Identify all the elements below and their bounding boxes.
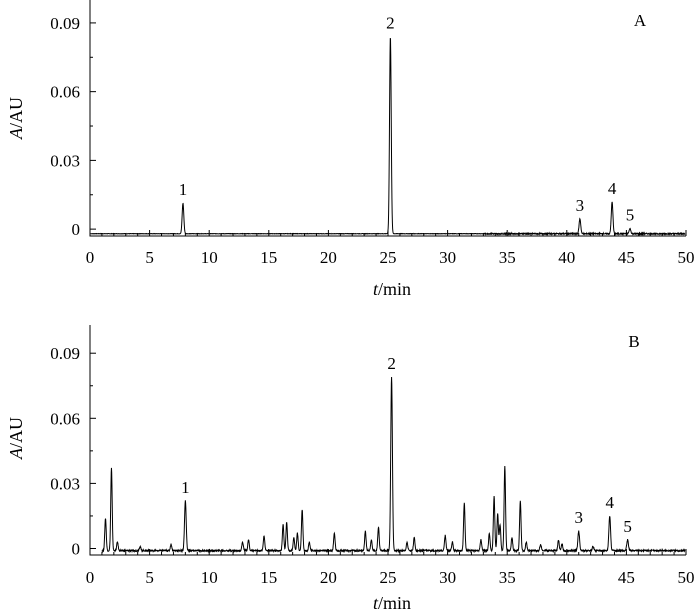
panel-a-peak-label-2: 2 bbox=[386, 14, 395, 33]
panel-a-peak-label-1: 1 bbox=[179, 180, 188, 199]
panel-b-x-tick-label: 25 bbox=[380, 568, 397, 587]
panel-a-x-tick-label: 15 bbox=[260, 248, 277, 267]
panel-a-peak-labels: 1 2 3 45 bbox=[179, 14, 635, 225]
panel-b-x-tick-label: 0 bbox=[86, 568, 95, 587]
panel-b-ticks bbox=[89, 352, 687, 555]
panel-b-x-tick-label: 10 bbox=[201, 568, 218, 587]
panel-b-x-tick-label: 5 bbox=[145, 568, 154, 587]
panel-a-y-tick-labels: 0 0.03 0.06 0.09 bbox=[50, 14, 80, 239]
panel-a-peak-label-5: 5 bbox=[626, 206, 635, 225]
panel-a-y-tick-label: 0 bbox=[72, 220, 81, 239]
panel-a-x-tick-label: 10 bbox=[201, 248, 218, 267]
panel-b-x-tick-label: 45 bbox=[618, 568, 635, 587]
panel-a-axes bbox=[89, 0, 686, 237]
panel-a-x-tick-label: 0 bbox=[86, 248, 95, 267]
panel-a-x-tick-label: 20 bbox=[320, 248, 337, 267]
panel-b-x-tick-label: 20 bbox=[320, 568, 337, 587]
panel-b-peak-label-5: 5 bbox=[623, 517, 632, 536]
panel-b-y-axis-symbol: A bbox=[6, 447, 26, 460]
panel-a: 0 5 10 15 20 25 30 35 40 45 50 00.030.060.09 12345… bbox=[6, 0, 695, 299]
panel-b-y-axis-unit: /AU bbox=[6, 417, 26, 448]
panel-a-x-tick-label: 35 bbox=[499, 248, 516, 267]
panel-b-x-tick-label: 30 bbox=[439, 568, 456, 587]
panel-b-x-tick-label: 35 bbox=[499, 568, 516, 587]
panel-b-y-tick-label: 0.06 bbox=[50, 409, 80, 428]
panel-b-peak-labels: 1 2 3 45 bbox=[181, 354, 632, 536]
panel-a-x-axis-symbol: t bbox=[373, 279, 379, 299]
panel-b-x-tick-labels: 0 5 10 15 20 25 30 35 40 45 50 bbox=[86, 568, 695, 587]
panel-a-x-tick-label: 45 bbox=[618, 248, 635, 267]
panel-b: 0 5 10 15 20 25 30 35 40 45 50 00.030.060.09 12345… bbox=[6, 325, 695, 613]
panel-a-y-tick-label: 0.03 bbox=[50, 151, 80, 170]
panel-a-chromatogram-trace bbox=[90, 38, 686, 237]
panel-b-y-tick-labels: 0 0.03 0.06 0.09 bbox=[50, 344, 80, 558]
panel-a-y-axis-symbol: A bbox=[6, 127, 26, 140]
panel-b-y-tick-label: 0.03 bbox=[50, 474, 80, 493]
panel-a-y-axis-unit: /AU bbox=[6, 97, 26, 128]
panel-b-x-tick-label: 15 bbox=[260, 568, 277, 587]
panel-a-y-tick-label: 0.06 bbox=[50, 83, 80, 102]
panel-a-x-tick-label: 30 bbox=[439, 248, 456, 267]
panel-a-ticks bbox=[89, 22, 687, 236]
panel-a-peak-label-3: 3 bbox=[576, 196, 585, 215]
panel-a-x-tick-label: 40 bbox=[558, 248, 575, 267]
panel-a-y-tick-label: 0.09 bbox=[50, 14, 80, 33]
panel-b-peak-label-3: 3 bbox=[574, 508, 583, 527]
panel-b-peak-label-2: 2 bbox=[387, 354, 396, 373]
panel-b-y-axis-label: A/AU bbox=[6, 417, 26, 460]
panel-b-peak-label-4: 4 bbox=[605, 493, 614, 512]
panel-a-x-tick-label: 25 bbox=[380, 248, 397, 267]
panel-b-letter: B bbox=[628, 332, 639, 351]
panel-a-letter: A bbox=[634, 11, 647, 30]
panel-a-y-axis-label: A/AU bbox=[6, 97, 26, 140]
panel-a-x-tick-label: 5 bbox=[145, 248, 154, 267]
panel-a-x-axis-unit: /min bbox=[378, 279, 411, 299]
panel-b-peak-label-1: 1 bbox=[181, 478, 190, 497]
panel-b-x-tick-label: 40 bbox=[558, 568, 575, 587]
panel-b-x-axis-symbol: t bbox=[373, 593, 379, 613]
panel-b-x-axis-unit: /min bbox=[378, 593, 411, 613]
panel-a-x-tick-label: 50 bbox=[678, 248, 695, 267]
panel-b-y-tick-label: 0 bbox=[72, 539, 81, 558]
panel-b-y-tick-label: 0.09 bbox=[50, 344, 80, 363]
panel-a-peak-label-4: 4 bbox=[608, 179, 617, 198]
panel-a-x-axis-label: t/min bbox=[373, 279, 411, 299]
panel-b-x-axis-label: t/min bbox=[373, 593, 411, 613]
panel-a-x-tick-labels: 0 5 10 15 20 25 30 35 40 45 50 bbox=[86, 248, 695, 267]
panel-b-x-tick-label: 50 bbox=[678, 568, 695, 587]
panel-b-chromatogram-trace bbox=[101, 377, 686, 554]
